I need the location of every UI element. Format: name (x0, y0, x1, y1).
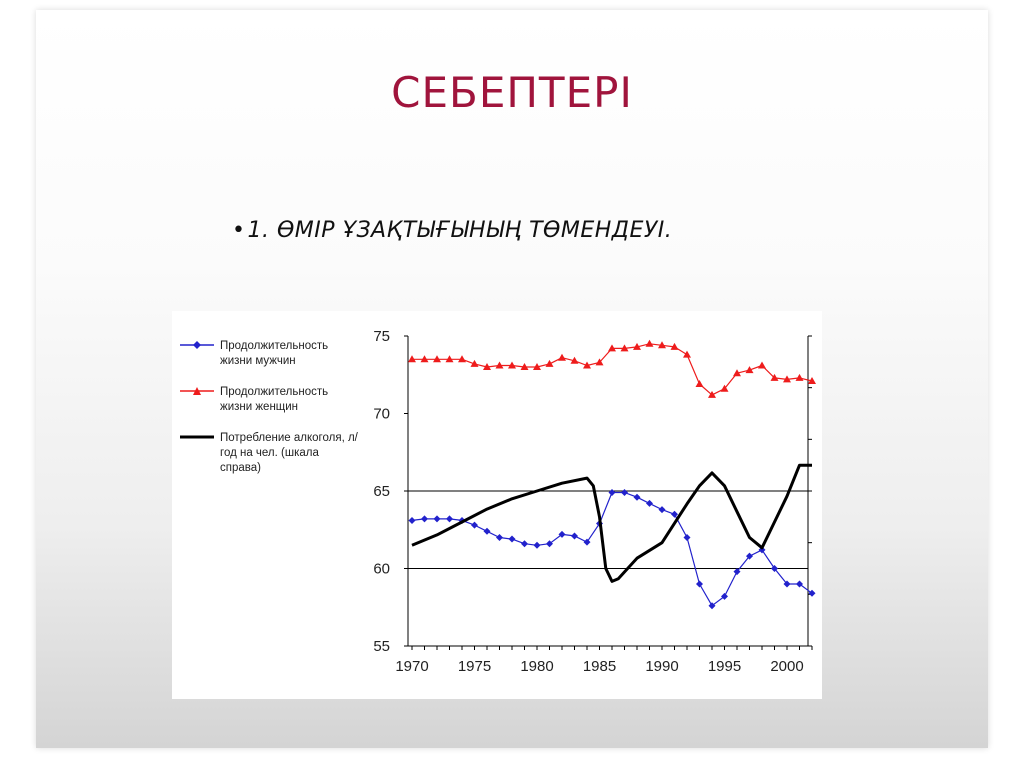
series-1-point-1977 (495, 361, 504, 369)
series-1-point-1983 (570, 356, 579, 364)
series-1-point-1999 (770, 373, 779, 381)
series-0-point-1976 (483, 527, 491, 535)
x-tick-label-1995: 1995 (708, 658, 741, 675)
series-1-point-1982 (558, 353, 566, 361)
series-1-point-2000 (783, 375, 791, 383)
legend-item-alcohol: Потребление алкоголя, л/год на чел. (шка… (180, 431, 358, 476)
y-tick-label-65: 65 (373, 483, 390, 500)
series-0-point-1999 (771, 565, 778, 572)
series-1-point-2001 (795, 373, 804, 381)
series-0-point-1982 (558, 530, 566, 538)
series-0-point-1981 (546, 540, 553, 548)
series-0-point-1971 (421, 515, 428, 523)
series-0-point-1977 (496, 534, 503, 541)
series-1-point-1984 (583, 361, 591, 369)
x-tick-label-2000: 2000 (770, 658, 803, 675)
chart-legend: Продолжительность жизни мужчин Продолжит… (180, 339, 358, 492)
series-0-point-2001 (796, 580, 803, 588)
legend-swatch-men (180, 341, 214, 349)
legend-item-women: Продолжительность жизни женщин (180, 385, 358, 415)
series-0-point-1997 (746, 552, 753, 560)
series-1-point-1976 (483, 363, 491, 370)
series-1-point-1988 (633, 342, 641, 350)
series-1-point-1998 (758, 361, 766, 369)
series-1-point-1994 (708, 390, 716, 398)
bullet-marker: • (232, 218, 246, 243)
series-1-point-1995 (720, 384, 729, 392)
chart: Продолжительность жизни мужчин Продолжит… (172, 311, 822, 699)
series-1-point-2002 (808, 376, 816, 384)
y-tick-label-55: 55 (373, 638, 390, 655)
series-0-point-1970 (408, 516, 416, 524)
series-line-0 (411, 491, 813, 607)
series-0-point-2000 (783, 580, 791, 588)
series-line-2 (411, 463, 812, 583)
series-0-point-1991 (671, 510, 678, 518)
series-0-point-1984 (583, 538, 591, 546)
series-0-point-1989 (646, 499, 653, 507)
series-1-point-1974 (458, 355, 466, 363)
series-0-point-1979 (521, 540, 528, 548)
series-0-point-1975 (471, 521, 478, 529)
series-0-point-1987 (621, 489, 628, 497)
series-0-point-1996 (733, 568, 741, 576)
chart-plot: 5560657075810121416182019701975198019851… (373, 328, 816, 675)
series-1-point-1987 (620, 344, 629, 352)
series-1-point-1973 (445, 355, 454, 363)
series-1-point-1975 (470, 359, 479, 367)
series-1-point-1970 (408, 355, 416, 363)
series-0-point-1986 (608, 489, 616, 497)
series-1-point-1990 (658, 341, 666, 349)
series-1-point-1981 (545, 359, 554, 367)
series-1-point-1991 (670, 342, 679, 350)
x-tick-label-1970: 1970 (395, 658, 428, 675)
legend-label-alcohol: Потребление алкоголя, л/год на чел. (шка… (220, 432, 358, 474)
series-1-point-1996 (733, 369, 741, 377)
legend-label-women: Продолжительность жизни женщин (220, 386, 329, 413)
series-0-point-2002 (808, 589, 816, 597)
y-tick-label-60: 60 (373, 561, 390, 578)
series-line-1 (412, 343, 813, 396)
series-0-point-1990 (658, 506, 666, 514)
slide-title: СЕБЕПТЕРІ (391, 68, 633, 117)
series-1-point-1972 (433, 355, 441, 363)
series-1-point-1985 (595, 358, 604, 366)
series-0-point-1972 (433, 515, 441, 523)
series-0-point-1995 (721, 592, 728, 600)
x-tick-label-1975: 1975 (458, 658, 491, 675)
legend-item-men: Продолжительность жизни мужчин (180, 339, 358, 369)
bullet-text: 1. ӨМІР ҰЗАҚТЫҒЫНЫҢ ТӨМЕНДЕУІ. (247, 218, 673, 243)
series-0-point-1983 (571, 532, 578, 540)
series-1-point-1992 (683, 350, 691, 358)
series-0-point-1994 (708, 602, 716, 610)
series-1-point-1979 (520, 363, 529, 370)
series-1-point-1989 (645, 339, 654, 347)
legend-swatch-alcohol (180, 435, 214, 439)
x-tick-label-1980: 1980 (520, 658, 553, 675)
series-0-point-1992 (683, 534, 691, 541)
series-1-point-1997 (745, 366, 754, 374)
series-1-point-1993 (695, 380, 704, 388)
legend-swatch-women (180, 387, 214, 395)
series-0-point-1980 (533, 541, 541, 549)
series-1-point-1971 (420, 355, 429, 363)
series-1-point-1978 (508, 361, 516, 369)
series-0-point-1988 (633, 493, 641, 501)
series-1-point-1986 (608, 344, 616, 352)
x-tick-label-1985: 1985 (583, 658, 616, 675)
y-tick-label-75: 75 (373, 328, 390, 345)
bullet-point: •1. ӨМІР ҰЗАҚТЫҒЫНЫҢ ТӨМЕНДЕУІ. (232, 218, 672, 243)
y-tick-label-70: 70 (373, 406, 390, 423)
series-0-point-1978 (508, 535, 516, 543)
legend-label-men: Продолжительность жизни мужчин (220, 340, 329, 367)
series-0-point-1973 (446, 515, 453, 523)
x-tick-label-1990: 1990 (645, 658, 678, 675)
series-0-point-1993 (696, 580, 703, 588)
series-1-point-1980 (533, 363, 541, 370)
